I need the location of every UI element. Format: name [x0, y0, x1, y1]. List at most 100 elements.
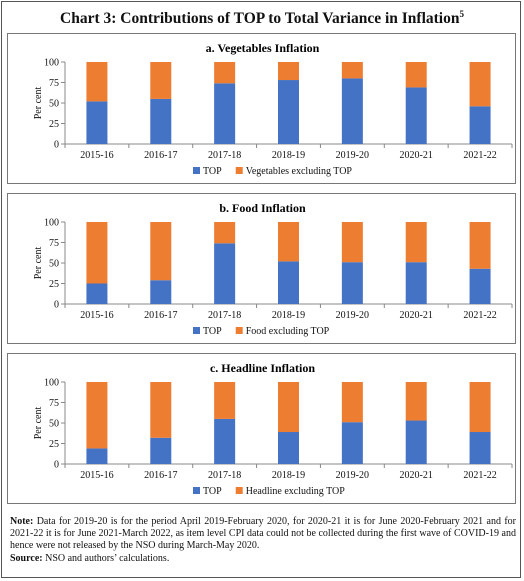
bar-excluding-top-segment [214, 382, 236, 419]
bar-top-segment [341, 262, 363, 304]
note-label: Note: [10, 516, 34, 527]
legend-swatch-excluding-top [235, 167, 243, 174]
x-tick-label: 2017-18 [208, 310, 241, 321]
panel-vegetables-inflation: a. Vegetables Inflation 0 25 50 75 100 Per cen… [7, 33, 516, 184]
vegetables-chart: a. Vegetables Inflation 0 25 50 75 100 Per cen… [33, 41, 513, 177]
x-tick-label: 2018-19 [272, 310, 305, 321]
bar-top-segment [214, 243, 236, 304]
bar-top-segment [469, 106, 491, 144]
bar-top-segment [278, 261, 299, 304]
bar-excluding-top-segment [150, 382, 172, 438]
bar-excluding-top-segment [469, 382, 491, 433]
legend-label-top: TOP [203, 326, 222, 337]
bar-top-segment [469, 268, 491, 304]
headline-chart: c. Headline Inflation 0 25 50 75 100 Per cent 2… [33, 361, 513, 497]
legend-swatch-top [193, 327, 200, 334]
y-tick-label: 25 [49, 119, 59, 130]
bar-top-segment [150, 437, 172, 464]
y-tick-label: 0 [54, 140, 59, 151]
bar-top-segment [469, 432, 491, 464]
chart-main-title: Chart 3: Contributions of TOP to Total V… [0, 9, 524, 28]
x-tick-label: 2020-21 [400, 150, 433, 161]
bar-excluding-top-segment [405, 62, 427, 88]
y-tick-label: 25 [49, 279, 59, 290]
x-tick-label: 2017-18 [208, 470, 241, 481]
bar-excluding-top-segment [86, 382, 108, 449]
legend-label-excluding-top: Headline excluding TOP [246, 486, 345, 497]
x-tick-label: 2015-16 [80, 150, 113, 161]
legend-label-excluding-top: Vegetables excluding TOP [246, 166, 353, 177]
bar-top-segment [86, 283, 108, 304]
y-tick-label: 100 [44, 58, 59, 69]
bar-excluding-top-segment [341, 382, 363, 423]
bar-excluding-top-segment [150, 222, 172, 281]
panel-title: a. Vegetables Inflation [206, 41, 320, 55]
y-tick-label: 0 [54, 300, 59, 311]
legend-swatch-top [193, 487, 200, 494]
note-paragraph: Note: Data for 2019-20 is for the period… [10, 516, 516, 553]
y-axis-label: Per cent [33, 407, 44, 440]
bar-excluding-top-segment [341, 222, 363, 263]
x-tick-label: 2018-19 [272, 150, 305, 161]
bar-top-segment [405, 420, 427, 464]
panel-headline-inflation: c. Headline Inflation 0 25 50 75 100 Per cent 2… [7, 353, 516, 504]
bar-top-segment [278, 432, 299, 464]
bar-excluding-top-segment [469, 222, 491, 269]
legend-swatch-top [193, 167, 200, 174]
bar-excluding-top-segment [86, 62, 108, 102]
y-tick-label: 0 [54, 460, 59, 471]
x-tick-label: 2021-22 [463, 310, 496, 321]
bar-top-segment [214, 83, 236, 144]
legend-label-excluding-top: Food excluding TOP [246, 326, 330, 337]
x-tick-label: 2015-16 [80, 470, 113, 481]
legend-swatch-excluding-top [235, 487, 243, 494]
x-tick-label: 2021-22 [463, 470, 496, 481]
main-title-text: Chart 3: Contributions of TOP to Total V… [60, 10, 460, 28]
y-axis-label: Per cent [33, 247, 44, 280]
title-footnote-mark: 5 [459, 9, 464, 19]
bar-top-segment [86, 448, 108, 464]
bar-top-segment [86, 101, 108, 144]
y-tick-label: 50 [49, 99, 59, 110]
notes-block: Note: Data for 2019-20 is for the period… [10, 516, 516, 565]
note-text: Data for 2019-20 is for the period April… [10, 516, 516, 552]
x-tick-label: 2021-22 [463, 150, 496, 161]
bar-top-segment [150, 98, 172, 144]
bar-top-segment [341, 422, 363, 464]
y-axis-label: Per cent [33, 87, 44, 120]
y-tick-label: 50 [49, 259, 59, 270]
bar-top-segment [278, 80, 299, 144]
panel-title: b. Food Inflation [219, 201, 306, 215]
x-tick-label: 2016-17 [144, 470, 177, 481]
x-tick-label: 2020-21 [400, 470, 433, 481]
x-tick-label: 2016-17 [144, 310, 177, 321]
bar-excluding-top-segment [469, 62, 491, 107]
bar-top-segment [405, 262, 427, 304]
bar-excluding-top-segment [278, 62, 299, 81]
x-tick-label: 2018-19 [272, 470, 305, 481]
panel-food-inflation: b. Food Inflation 0 25 50 75 100 Per cent 2015-… [7, 193, 516, 344]
bar-excluding-top-segment [150, 62, 172, 99]
x-tick-label: 2015-16 [80, 310, 113, 321]
y-tick-label: 100 [44, 218, 59, 229]
x-tick-label: 2019-20 [336, 470, 369, 481]
y-tick-label: 100 [44, 378, 59, 389]
bar-top-segment [214, 418, 236, 464]
y-tick-label: 75 [49, 78, 59, 89]
bar-excluding-top-segment [214, 222, 236, 244]
source-text: NSO and authors’ calculations. [42, 552, 170, 564]
x-tick-label: 2016-17 [144, 150, 177, 161]
y-tick-label: 75 [49, 238, 59, 249]
y-tick-label: 75 [49, 398, 59, 409]
bar-excluding-top-segment [86, 222, 108, 284]
source-paragraph: Source: NSO and authors’ calculations. [10, 553, 516, 565]
x-tick-label: 2017-18 [208, 150, 241, 161]
bar-top-segment [405, 87, 427, 144]
bar-excluding-top-segment [278, 382, 299, 433]
legend-swatch-excluding-top [235, 327, 243, 334]
y-tick-label: 25 [49, 439, 59, 450]
y-tick-label: 50 [49, 419, 59, 430]
bar-excluding-top-segment [341, 62, 363, 79]
bar-excluding-top-segment [405, 382, 427, 421]
source-label: Source: [10, 552, 43, 564]
